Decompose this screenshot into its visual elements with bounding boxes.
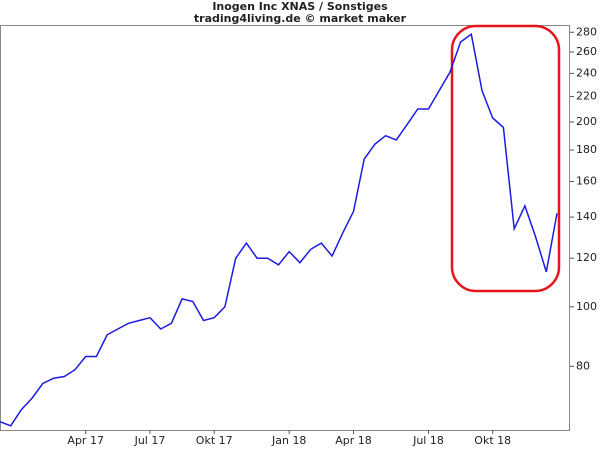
- chart-subtitle: trading4living.de © market maker: [194, 12, 407, 25]
- y-tick-label: 240: [576, 66, 597, 79]
- y-tick-label: 260: [576, 45, 597, 58]
- price-line: [0, 32, 558, 427]
- chart-title: Inogen Inc XNAS / Sonstiges: [212, 0, 388, 13]
- x-tick-label: Apr 17: [67, 434, 104, 447]
- y-tick-label: 140: [576, 210, 597, 223]
- y-tick-label: 180: [576, 143, 597, 156]
- x-tick-label: Okt 17: [196, 434, 233, 447]
- y-tick-label: 280: [576, 25, 597, 38]
- y-tick-label: 200: [576, 115, 597, 128]
- x-tick-label: Jul 17: [134, 434, 166, 447]
- x-tick-label: Okt 18: [474, 434, 511, 447]
- x-tick-label: Jul 18: [412, 434, 444, 447]
- y-tick-label: 100: [576, 300, 597, 313]
- y-tick-label: 160: [576, 174, 597, 187]
- y-tick-label: 220: [576, 90, 597, 103]
- x-tick-label: Jan 18: [271, 434, 306, 447]
- highlight-box: [450, 24, 561, 293]
- y-tick-label: 80: [576, 359, 590, 372]
- x-tick-label: Apr 18: [335, 434, 372, 447]
- plot-area: [0, 25, 570, 431]
- y-tick-label: 120: [576, 251, 597, 264]
